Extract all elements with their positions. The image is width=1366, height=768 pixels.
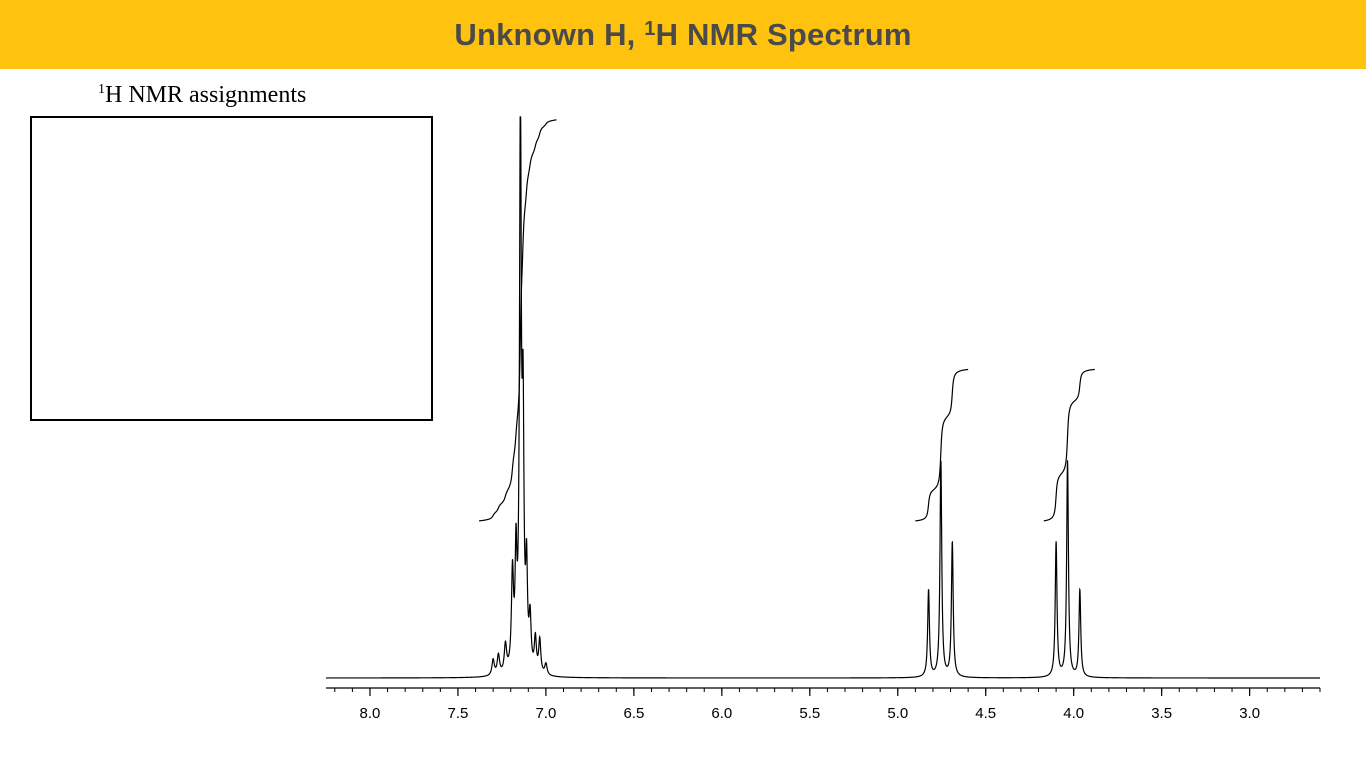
assignments-box bbox=[30, 116, 433, 421]
title-tail: H NMR Spectrum bbox=[655, 16, 912, 52]
x-tick-label: 6.0 bbox=[711, 705, 732, 722]
x-tick-label: 8.0 bbox=[360, 705, 381, 722]
spectrum-trace bbox=[326, 116, 1320, 679]
title-main: Unknown H, bbox=[454, 16, 645, 52]
x-tick-label: 5.0 bbox=[887, 705, 908, 722]
x-tick-label: 4.0 bbox=[1063, 705, 1084, 722]
integral-curve-2 bbox=[1043, 368, 1095, 522]
x-tick-label: 4.5 bbox=[975, 705, 996, 722]
integral-curve-1 bbox=[915, 368, 969, 522]
x-tick-label: 5.5 bbox=[799, 705, 820, 722]
title-bar: Unknown H, 1H NMR Spectrum bbox=[0, 0, 1366, 69]
title-superscript: 1 bbox=[644, 17, 656, 40]
assignments-label: 1H NMR assignments bbox=[98, 82, 306, 109]
x-tick-label: 7.0 bbox=[535, 705, 556, 722]
x-tick-label: 6.5 bbox=[623, 705, 644, 722]
x-tick-label: 7.5 bbox=[448, 705, 469, 722]
page-title: Unknown H, 1H NMR Spectrum bbox=[454, 17, 911, 53]
x-tick-label: 3.0 bbox=[1239, 705, 1260, 722]
integral-curve-0 bbox=[478, 119, 557, 522]
x-tick-label: 3.5 bbox=[1151, 705, 1172, 722]
assignments-label-superscript: 1 bbox=[98, 82, 105, 97]
assignments-label-text: H NMR assignments bbox=[105, 82, 307, 108]
